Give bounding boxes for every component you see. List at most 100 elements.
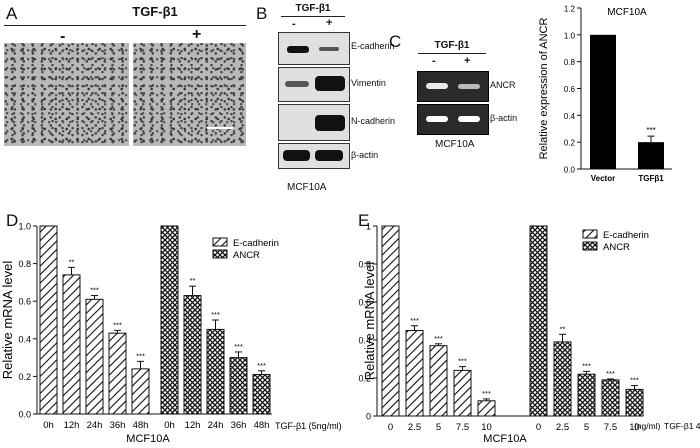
chart-d-y-tick-label: 0.4 <box>18 334 31 344</box>
c-bar-1 <box>638 142 664 169</box>
chart-e-x-caption: MCF10A <box>483 433 527 445</box>
band-e-cad-control <box>287 46 309 53</box>
chart-e-x-tick-label: 7.5 <box>456 422 469 433</box>
chart-d-bar <box>131 368 150 415</box>
chart-e-bar <box>553 341 572 417</box>
chart-e-bar <box>601 379 620 417</box>
c-bar-title: MCF10A <box>607 7 647 18</box>
chart-e-bar <box>477 400 496 417</box>
chart-d-y-tick-label: 1.0 <box>18 222 31 232</box>
c-bar-y-tick-label: 0.4 <box>564 112 576 121</box>
band-label-vimentin: Vimentin <box>351 78 386 88</box>
chart-d-legend-label: E-cadherin <box>233 238 279 249</box>
chart-e-bar <box>529 225 548 417</box>
gel-band-actin-control <box>426 116 448 122</box>
chart-e-y-tick-label: 0.4 <box>358 336 371 346</box>
band-actin-treated <box>315 150 343 161</box>
chart-e-treatment: TGF-β1 48h <box>664 421 700 431</box>
chart-d-bar <box>62 274 81 415</box>
chart-e-x-tick-label: 0 <box>388 422 393 433</box>
panel-a-label: A <box>6 4 18 23</box>
chart-e-x-tick-label: 10 <box>629 422 640 433</box>
c-bar-y-tick-label: 0.0 <box>564 166 576 175</box>
panel-a-divider <box>4 25 246 26</box>
chart-d-legend-label: ANCR <box>233 250 260 261</box>
band-e-cad-treated <box>319 47 339 51</box>
chart-d-y-tick-label: 0.8 <box>18 259 31 269</box>
chart-d-x-tick-label: 12h <box>185 420 201 431</box>
chart-e-significance: *** <box>630 376 639 385</box>
panel-b-plus: + <box>326 17 333 29</box>
chart-e-significance: *** <box>606 369 615 378</box>
chart-e-legend-swatch <box>582 241 598 251</box>
chart-e-significance: *** <box>434 334 443 343</box>
gel-label-ancr: ANCR <box>490 80 516 90</box>
chart-d-significance: *** <box>136 351 145 360</box>
chart-d-significance: *** <box>113 320 122 329</box>
gel-band-ancr-treated <box>458 84 480 89</box>
chart-e-x-tick-label: 7.5 <box>604 422 617 433</box>
band-label-n-cadherin: N-cadherin <box>351 116 396 126</box>
band-vim-treated <box>315 76 345 91</box>
blot-n-cadherin <box>278 104 350 141</box>
chart-d-x-tick-label: 24h <box>87 420 103 431</box>
band-actin-control <box>283 150 310 161</box>
chart-e-significance: *** <box>458 357 467 366</box>
chart-d-bar <box>85 298 104 415</box>
chart-e-x-tick-label: 2.5 <box>408 422 421 433</box>
chart-d-bar <box>206 328 225 415</box>
chart-e-legend-swatch <box>582 229 598 239</box>
gel-beta-actin <box>417 104 489 135</box>
chart-e-y-tick-label: 0.8 <box>358 260 371 270</box>
micrograph-control <box>4 43 129 146</box>
c-bar-y-tick-label: 0.6 <box>564 85 576 94</box>
chart-e-bar <box>625 388 644 417</box>
c-bar-y-tick-label: 1.2 <box>564 5 576 14</box>
chart-d-significance: *** <box>90 286 99 295</box>
panel-a-minus: - <box>60 28 66 45</box>
panel-c-label: C <box>389 32 402 51</box>
chart-d-bar <box>252 374 271 415</box>
chart-d-x-tick-label: 0h <box>43 420 54 431</box>
panel-b-header: TGF-β1 <box>295 3 331 14</box>
chart-e-x-tick-label: 5 <box>436 422 441 433</box>
chart-d-bar <box>160 225 179 415</box>
panel-c-plus: + <box>464 55 471 67</box>
panel-c-caption: MCF10A <box>435 139 475 150</box>
chart-d-legend-swatch <box>212 237 228 247</box>
chart-d-bar <box>108 332 127 415</box>
chart-d-x-tick-label: 48h <box>254 420 270 431</box>
band-ncad-treated <box>315 115 345 131</box>
chart-e-significance: *** <box>582 361 591 370</box>
panel-b-caption: MCF10A <box>287 182 327 193</box>
panel-c-header: TGF-β1 <box>434 40 470 51</box>
chart-d-bar <box>183 295 202 415</box>
chart-e-x-tick-label: 2.5 <box>556 422 569 433</box>
c-bar-y-tick-label: 0.8 <box>564 58 576 67</box>
chart-d-significance: *** <box>211 310 220 319</box>
chart-d-bar <box>39 225 58 415</box>
chart-d-x-tick-label: 24h <box>208 420 224 431</box>
chart-d-legend-swatch <box>212 249 228 259</box>
panel-b-label: B <box>256 4 268 23</box>
chart-d-x-tick-label: 36h <box>231 420 247 431</box>
chart-d-treatment: TGF-β1 (5ng/ml) <box>275 421 342 431</box>
band-label-e-cadherin: E-cadherin <box>351 41 395 51</box>
chart-e-y-tick-label: 0.2 <box>358 374 371 384</box>
chart-e-bar <box>429 345 448 417</box>
chart-e-y-axis-label: Relative mRNA level <box>362 262 377 381</box>
chart-e-significance: ** <box>560 324 566 333</box>
chart-d-y-tick-label: 0.6 <box>18 297 31 307</box>
c-bar-category-label: TGFβ1 <box>638 174 664 183</box>
chart-d-significance: *** <box>257 361 266 370</box>
gel-band-ancr-control <box>426 83 448 89</box>
chart-d-y-tick-label: 0.2 <box>18 372 31 382</box>
chart-e-x-tick-label: 5 <box>584 422 589 433</box>
chart-d-x-tick-label: 0h <box>164 420 175 431</box>
panel-c-divider <box>418 53 486 54</box>
c-bar-y-axis-label: Relative expression of ANCR <box>538 18 550 160</box>
chart-e-legend-label: ANCR <box>603 242 630 253</box>
chart-d-x-caption: MCF10A <box>126 433 170 445</box>
chart-d-x-tick-label: 48h <box>133 420 149 431</box>
chart-e-legend-label: E-cadherin <box>603 230 649 241</box>
